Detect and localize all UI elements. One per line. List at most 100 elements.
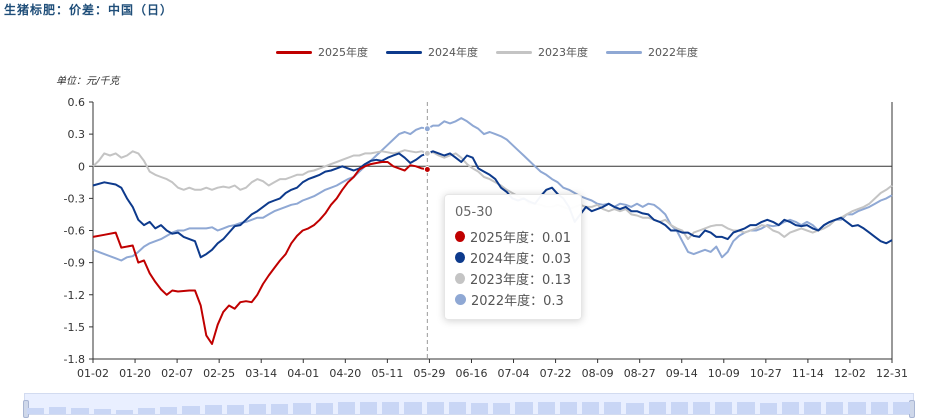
x-tick-label: 04-20 bbox=[329, 367, 361, 380]
y-tick-label: -1.2 bbox=[64, 289, 85, 302]
crosshair-point-2022年度 bbox=[423, 125, 431, 133]
legend-swatch-2025 bbox=[276, 50, 312, 54]
x-tick-label: 02-07 bbox=[161, 367, 193, 380]
legend-swatch-2022 bbox=[606, 50, 642, 54]
series-line-2023年度 bbox=[92, 149, 893, 241]
slider-preview-bar bbox=[493, 403, 511, 414]
x-tick-label: 08-27 bbox=[624, 367, 656, 380]
series-line-2025年度 bbox=[92, 161, 428, 345]
slider-preview-bar bbox=[715, 402, 733, 414]
slider-preview-bar bbox=[360, 402, 378, 414]
legend-item-2023[interactable]: 2023年度 bbox=[496, 44, 588, 60]
x-tick-label: 09-14 bbox=[666, 367, 698, 380]
slider-preview-bar bbox=[160, 407, 178, 414]
slider-preview-bar bbox=[626, 403, 644, 414]
legend-label-2022: 2022年度 bbox=[648, 46, 698, 59]
slider-preview-bar bbox=[27, 408, 45, 414]
x-tick-label: 12-02 bbox=[834, 367, 866, 380]
series-line-2024年度 bbox=[92, 150, 893, 259]
tooltip-value-2024: 2024年度：0.03 bbox=[469, 252, 571, 267]
unit-label: 单位：元/千克 bbox=[56, 76, 120, 87]
tooltip-dot-2022 bbox=[455, 294, 466, 305]
y-tick-label: -0.3 bbox=[64, 192, 85, 205]
tooltip-row-2022: 2022年度：0.3 bbox=[455, 289, 571, 310]
legend-item-2022[interactable]: 2022年度 bbox=[606, 44, 698, 60]
crosshair-point-2025年度 bbox=[423, 165, 431, 173]
slider-preview-bar bbox=[582, 402, 600, 414]
slider-preview-bar bbox=[138, 408, 156, 414]
slider-preview-bar bbox=[737, 402, 755, 414]
slider-preview-bar bbox=[892, 402, 910, 414]
y-tick-label: -1.8 bbox=[64, 353, 85, 366]
x-tick-label: 07-22 bbox=[540, 367, 572, 380]
slider-preview-bar bbox=[759, 403, 777, 414]
y-tick-label: 0.6 bbox=[68, 96, 86, 109]
slider-preview-bar bbox=[804, 402, 822, 414]
line-chart[interactable]: 0.6 0.3 0 -0.3 -0.6 -0.9 -1.2 -1.5 -1.801-02 01-2… bbox=[0, 0, 942, 393]
legend-item-2024[interactable]: 2024年度 bbox=[386, 44, 478, 60]
slider-preview-bar bbox=[670, 402, 688, 414]
chart-tooltip: 05-30 2025年度：0.01 2024年度：0.03 2023年度：0.1… bbox=[444, 194, 582, 320]
zoom-slider[interactable] bbox=[23, 393, 915, 418]
slider-preview-bar bbox=[49, 407, 67, 414]
x-tick-label: 12-31 bbox=[876, 367, 908, 380]
tooltip-value-2022: 2022年度：0.3 bbox=[471, 294, 564, 309]
slider-preview-bar bbox=[204, 405, 222, 414]
slider-preview-bar bbox=[448, 402, 466, 414]
slider-preview-bar bbox=[271, 404, 289, 414]
crosshair-point-2023年度 bbox=[423, 149, 431, 157]
tooltip-dot-2023 bbox=[455, 273, 465, 284]
legend-label-2025: 2025年度 bbox=[318, 46, 368, 59]
slider-preview-bar bbox=[382, 402, 400, 414]
slider-preview-bar bbox=[226, 405, 244, 414]
x-tick-label: 06-16 bbox=[455, 367, 487, 380]
slider-preview-bar bbox=[693, 402, 711, 414]
x-tick-label: 10-09 bbox=[708, 367, 740, 380]
x-tick-label: 02-25 bbox=[203, 367, 235, 380]
slider-preview-bar bbox=[249, 404, 267, 414]
y-tick-label: 0.3 bbox=[68, 128, 86, 141]
slider-preview-bar bbox=[559, 402, 577, 414]
tooltip-value-2023: 2023年度：0.13 bbox=[469, 273, 571, 288]
slider-preview-bar bbox=[870, 402, 888, 414]
legend-swatch-2023 bbox=[496, 50, 532, 54]
y-tick-label: -0.6 bbox=[64, 225, 85, 238]
x-tick-label: 05-29 bbox=[413, 367, 445, 380]
x-tick-label: 08-09 bbox=[582, 367, 614, 380]
slider-preview-bar bbox=[293, 403, 311, 414]
slider-preview-bar bbox=[781, 402, 799, 414]
slider-preview-bar bbox=[515, 402, 533, 414]
tooltip-row-2023: 2023年度：0.13 bbox=[455, 268, 571, 289]
slider-preview-bar bbox=[315, 403, 333, 414]
x-tick-label: 07-04 bbox=[498, 367, 530, 380]
slider-preview-bar bbox=[426, 402, 444, 414]
slider-preview-bar bbox=[604, 402, 622, 414]
slider-preview-bar bbox=[71, 408, 89, 414]
tooltip-dot-2024 bbox=[455, 252, 465, 263]
y-tick-label: -1.5 bbox=[64, 321, 85, 334]
legend-item-2025[interactable]: 2025年度 bbox=[276, 44, 368, 60]
y-tick-label: 0 bbox=[78, 160, 85, 173]
x-tick-label: 05-11 bbox=[371, 367, 403, 380]
tooltip-row-2024: 2024年度：0.03 bbox=[455, 247, 571, 268]
legend-label-2024: 2024年度 bbox=[428, 46, 478, 59]
series-line-2022年度 bbox=[92, 117, 893, 262]
chart-legend: 2025年度 2024年度 2023年度 2022年度 bbox=[276, 44, 698, 60]
slider-preview-bar bbox=[115, 410, 133, 414]
tooltip-value-2025: 2025年度：0.01 bbox=[469, 231, 571, 246]
y-tick-label: -0.9 bbox=[64, 257, 85, 270]
slider-preview-bar bbox=[848, 402, 866, 414]
slider-preview-bar bbox=[337, 402, 355, 414]
tooltip-row-2025: 2025年度：0.01 bbox=[455, 226, 571, 247]
x-tick-label: 10-27 bbox=[750, 367, 782, 380]
tooltip-date: 05-30 bbox=[455, 205, 493, 220]
x-tick-label: 01-02 bbox=[77, 367, 109, 380]
legend-label-2023: 2023年度 bbox=[538, 46, 588, 59]
slider-preview-bar bbox=[471, 403, 489, 414]
x-tick-label: 03-14 bbox=[245, 367, 277, 380]
legend-swatch-2024 bbox=[386, 50, 422, 54]
page-title: 生猪标肥：价差：中国（日） bbox=[4, 3, 174, 17]
slider-preview-bar bbox=[537, 402, 555, 414]
slider-preview-bar bbox=[826, 402, 844, 414]
x-tick-label: 01-20 bbox=[119, 367, 151, 380]
